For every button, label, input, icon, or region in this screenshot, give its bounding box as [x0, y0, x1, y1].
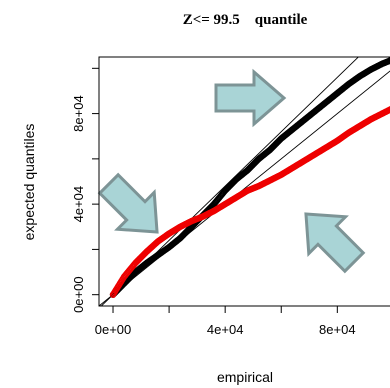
x-tick-label: 0e+00 [95, 322, 132, 337]
x-axis: 0e+00 4e+04 8e+04 [95, 305, 390, 337]
y-tick-label: 4e+04 [71, 186, 86, 223]
data-point-dense [388, 57, 390, 63]
y-tick-label: 8e+04 [71, 95, 86, 132]
x-tick-label: 8e+04 [319, 322, 356, 337]
data-point-dense [387, 106, 390, 113]
series-layer [109, 57, 390, 298]
annotation-arrows [97, 68, 366, 274]
annotation-arrow-1 [214, 68, 287, 128]
annotation-arrow-3 [304, 212, 366, 274]
y-axis: 0e+00 4e+04 8e+04 [71, 57, 100, 313]
data-point-dense [386, 106, 390, 113]
plot-area [97, 56, 390, 307]
data-point-dense [386, 57, 390, 64]
y-axis-label: expected quantiles [21, 124, 37, 241]
x-tick-label: 4e+04 [207, 322, 244, 337]
data-point-dense [388, 106, 390, 112]
x-axis-label: empirical [217, 369, 273, 385]
series-2 [109, 106, 390, 298]
annotation-arrow-2 [97, 172, 159, 234]
reference-line-1 [99, 70, 390, 306]
data-point-dense [387, 57, 390, 64]
chart-title: Z<= 99.5 quantile [183, 12, 308, 28]
y-tick-label: 0e+00 [71, 276, 86, 313]
